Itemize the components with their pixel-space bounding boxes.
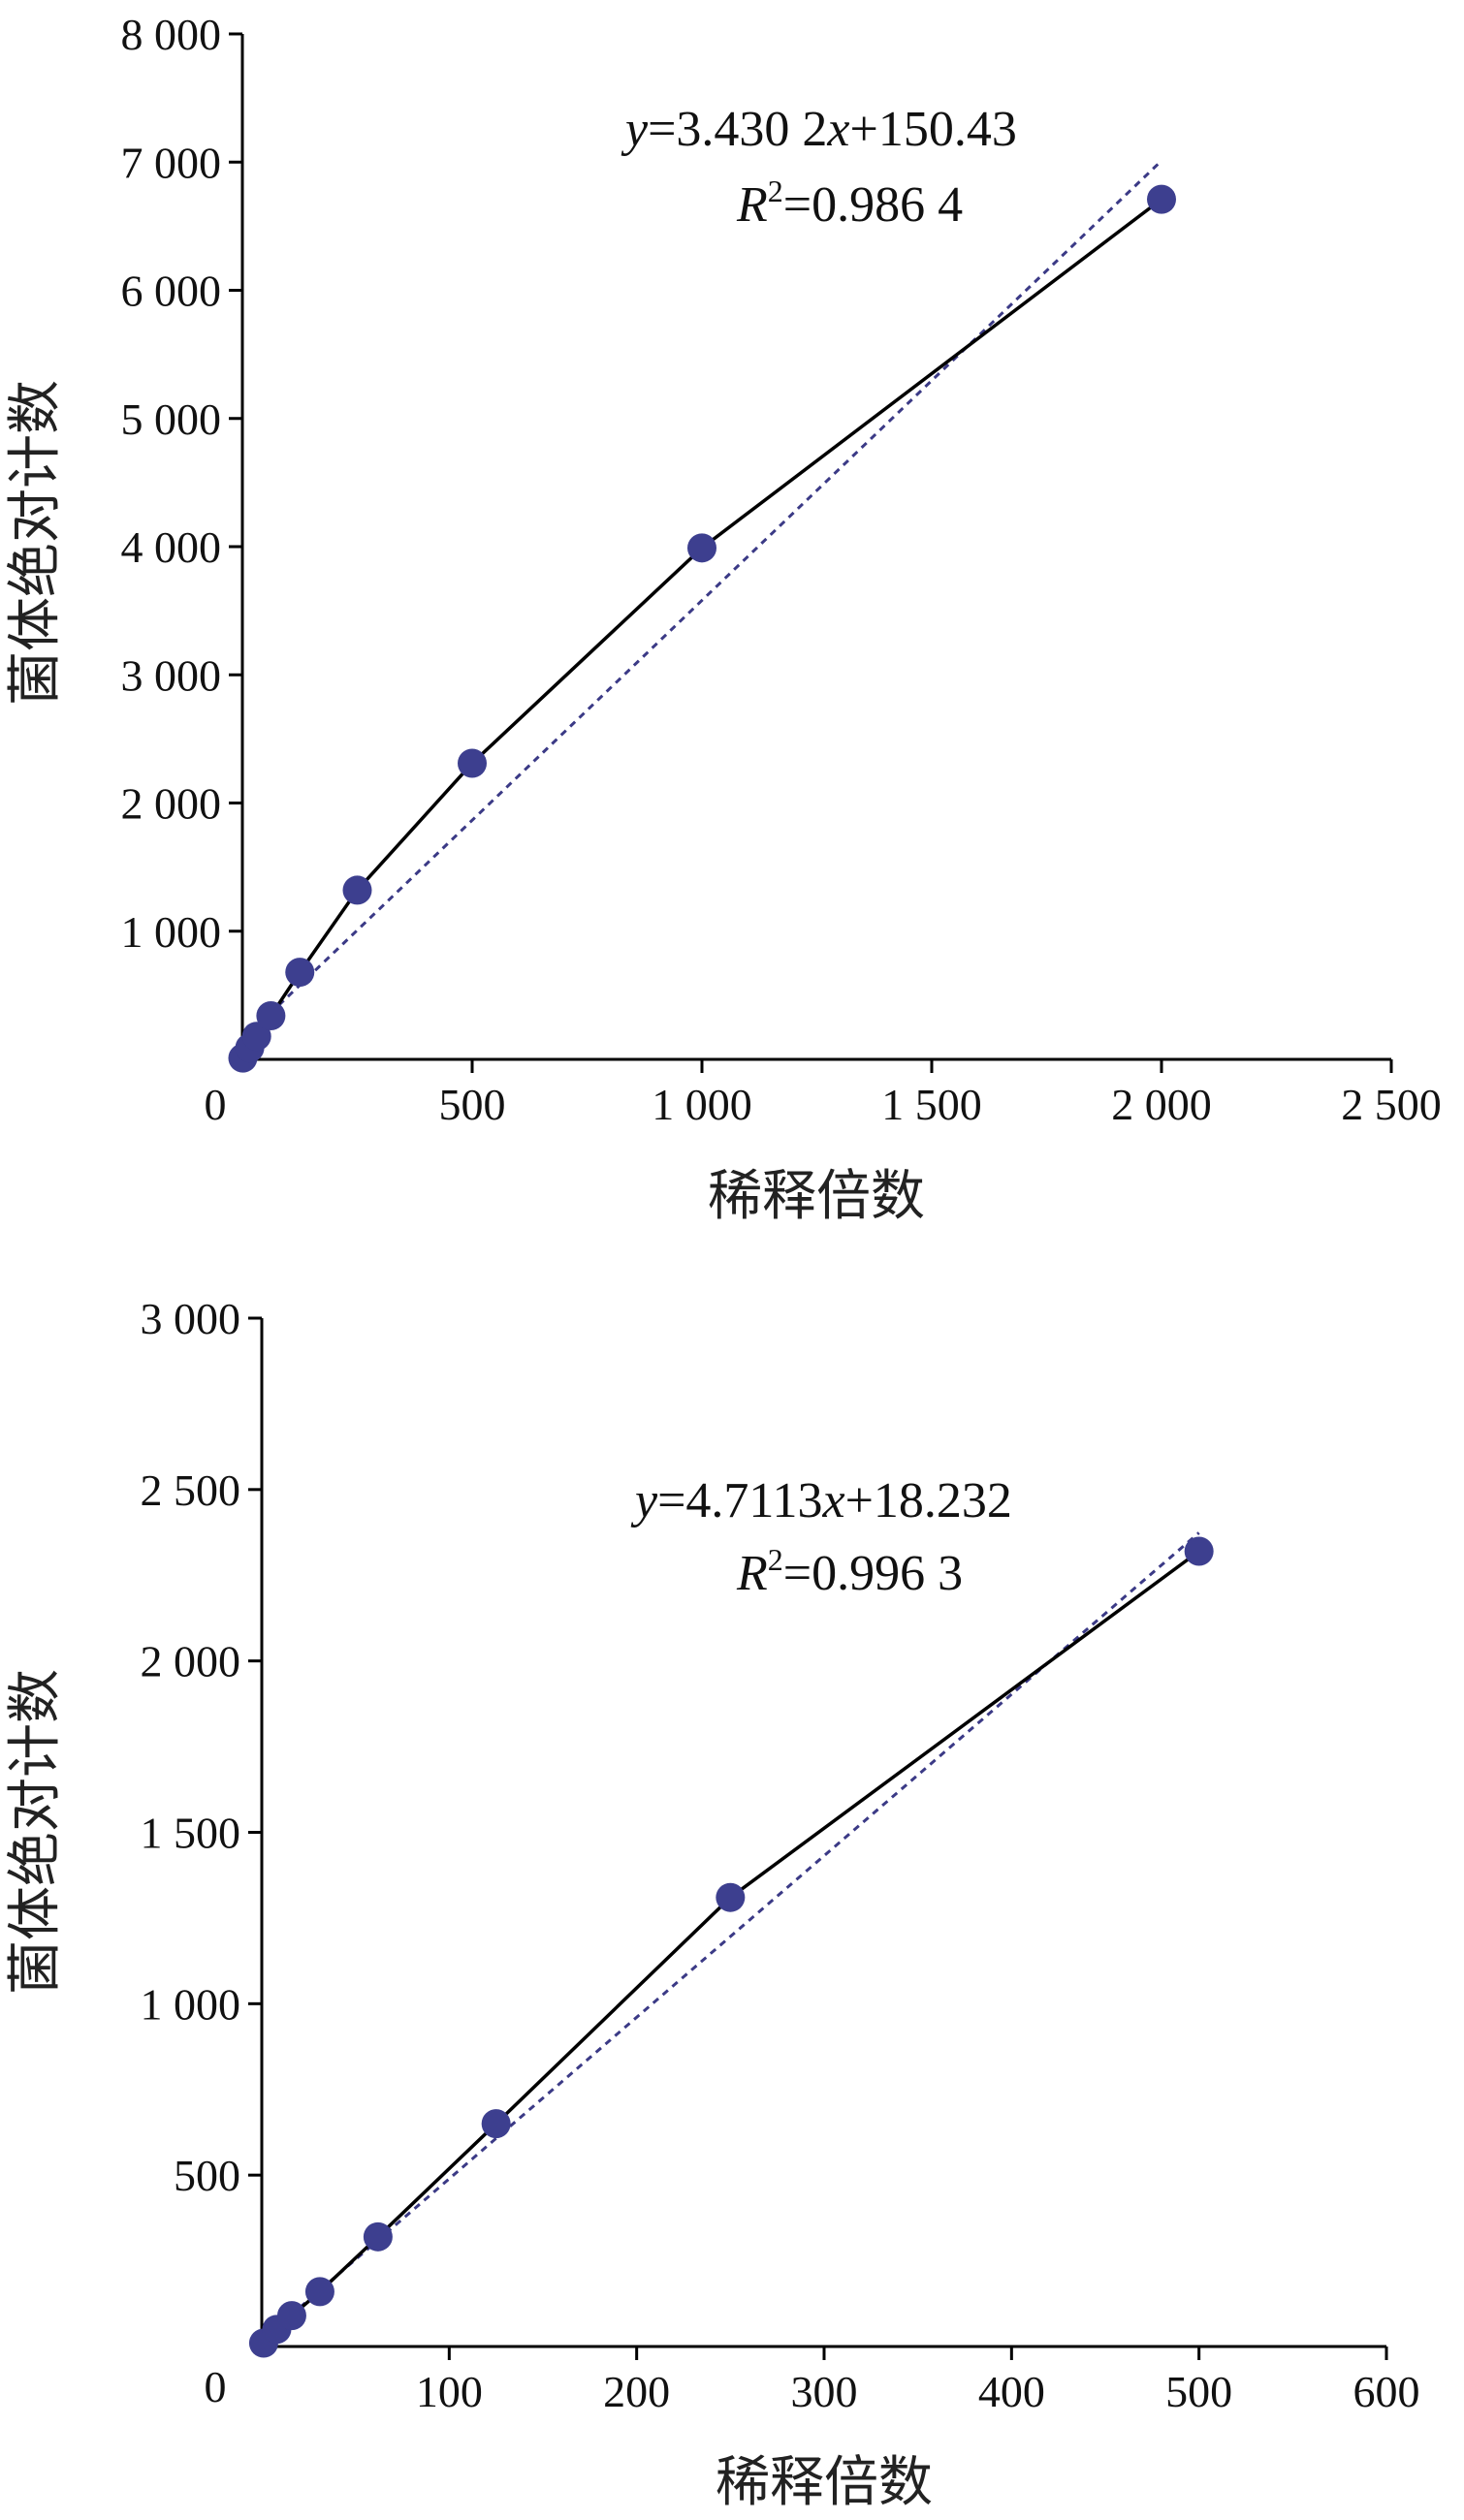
- chart-2-data-point: [276, 2301, 306, 2331]
- chart-1-y-tick-label: 2 000: [121, 779, 222, 829]
- chart-1-data-point: [1147, 184, 1176, 214]
- chart-1-x-tick-label: 500: [439, 1080, 506, 1129]
- chart-1-y-tick-label: 8 000: [121, 10, 222, 59]
- chart-2-equation: y=4.7113x+18.232: [630, 1473, 1012, 1528]
- chart-1-y-tick-label: 7 000: [121, 138, 222, 187]
- chart-1: 500 1 000 1 500 2 000 2 500 1 000 2 000 3 000 4…: [4, 10, 1442, 1228]
- chart-1-data-point: [342, 875, 372, 905]
- chart-2-data-point: [481, 2109, 511, 2139]
- chart-2-y-ticks: 500 1 000 1 500 2 000 2 500 3 000: [141, 1294, 262, 2200]
- chart-1-data-point: [687, 533, 716, 563]
- chart-1-x-axis-title: 稀释倍数: [708, 1165, 925, 1228]
- chart-2-origin-label: 0: [205, 2362, 227, 2411]
- chart-2-x-ticks: 100 200 300 400 500 600: [416, 2347, 1420, 2416]
- chart-1-data-point: [458, 748, 487, 778]
- chart-1-y-tick-label: 5 000: [121, 394, 222, 444]
- chart-2-r-squared: R2=0.996 3: [736, 1542, 963, 1601]
- chart-2-series-line: [262, 1550, 1200, 2345]
- chart-1-x-ticks: 500 1 000 1 500 2 000 2 500: [439, 1059, 1442, 1129]
- chart-2-x-tick-label: 400: [978, 2367, 1045, 2416]
- chart-2-data-point: [1184, 1536, 1214, 1566]
- chart-2-data-point: [363, 2221, 393, 2252]
- chart-1-y-tick-label: 6 000: [121, 267, 222, 316]
- chart-1-x-tick-label: 2 500: [1341, 1080, 1442, 1129]
- chart-1-data-point: [256, 1001, 286, 1031]
- chart-2-y-tick-label: 1 500: [141, 1809, 241, 1858]
- chart-1-y-tick-label: 4 000: [121, 522, 222, 572]
- chart-1-y-tick-label: 3 000: [121, 650, 222, 700]
- chart-1-data-point: [285, 958, 315, 988]
- chart-2-y-tick-label: 3 000: [141, 1294, 241, 1343]
- chart-2-trendline: [261, 1531, 1200, 2342]
- chart-2-x-tick-label: 600: [1353, 2367, 1420, 2416]
- chart-1-trendline: [240, 159, 1163, 1042]
- chart-2-x-tick-label: 100: [416, 2367, 483, 2416]
- chart-1-origin-label: 0: [205, 1080, 227, 1129]
- chart-2-x-tick-label: 200: [603, 2367, 670, 2416]
- chart-2-x-tick-label: 500: [1165, 2367, 1232, 2416]
- chart-1-points: [228, 184, 1176, 1073]
- chart-1-y-ticks: 1 000 2 000 3 000 4 000 5 000 6 000 7 000 8 000: [121, 10, 242, 957]
- chart-1-x-tick-label: 2 000: [1111, 1080, 1212, 1129]
- chart-1-data-point: [241, 1022, 271, 1052]
- chart-1-y-axis-title: 菌体绝对计数: [4, 380, 67, 706]
- chart-1-series-line: [241, 198, 1163, 1059]
- chart-2-y-tick-label: 2 500: [141, 1465, 241, 1515]
- chart-2: 100 200 300 400 500 600 500 1 000 1 500 2 000 2 5…: [4, 1294, 1420, 2514]
- chart-2-data-point: [304, 2277, 334, 2307]
- chart-1-x-tick-label: 1 000: [652, 1080, 752, 1129]
- chart-2-y-axis-title: 菌体绝对计数: [4, 1669, 67, 1995]
- chart-1-equation: y=3.430 2x+150.43: [621, 102, 1017, 157]
- chart-1-x-tick-label: 1 500: [881, 1080, 982, 1129]
- chart-2-x-axis-title: 稀释倍数: [716, 2451, 933, 2514]
- chart-1-r-squared: R2=0.986 4: [736, 173, 963, 233]
- chart-2-x-tick-label: 300: [791, 2367, 858, 2416]
- chart-2-y-tick-label: 1 000: [141, 1979, 241, 2029]
- chart-1-y-tick-label: 1 000: [121, 907, 222, 957]
- chart-2-data-point: [716, 1882, 746, 1912]
- chart-2-points: [248, 1536, 1214, 2358]
- chart-2-y-tick-label: 500: [174, 2151, 240, 2200]
- chart-2-y-tick-label: 2 000: [141, 1637, 241, 1686]
